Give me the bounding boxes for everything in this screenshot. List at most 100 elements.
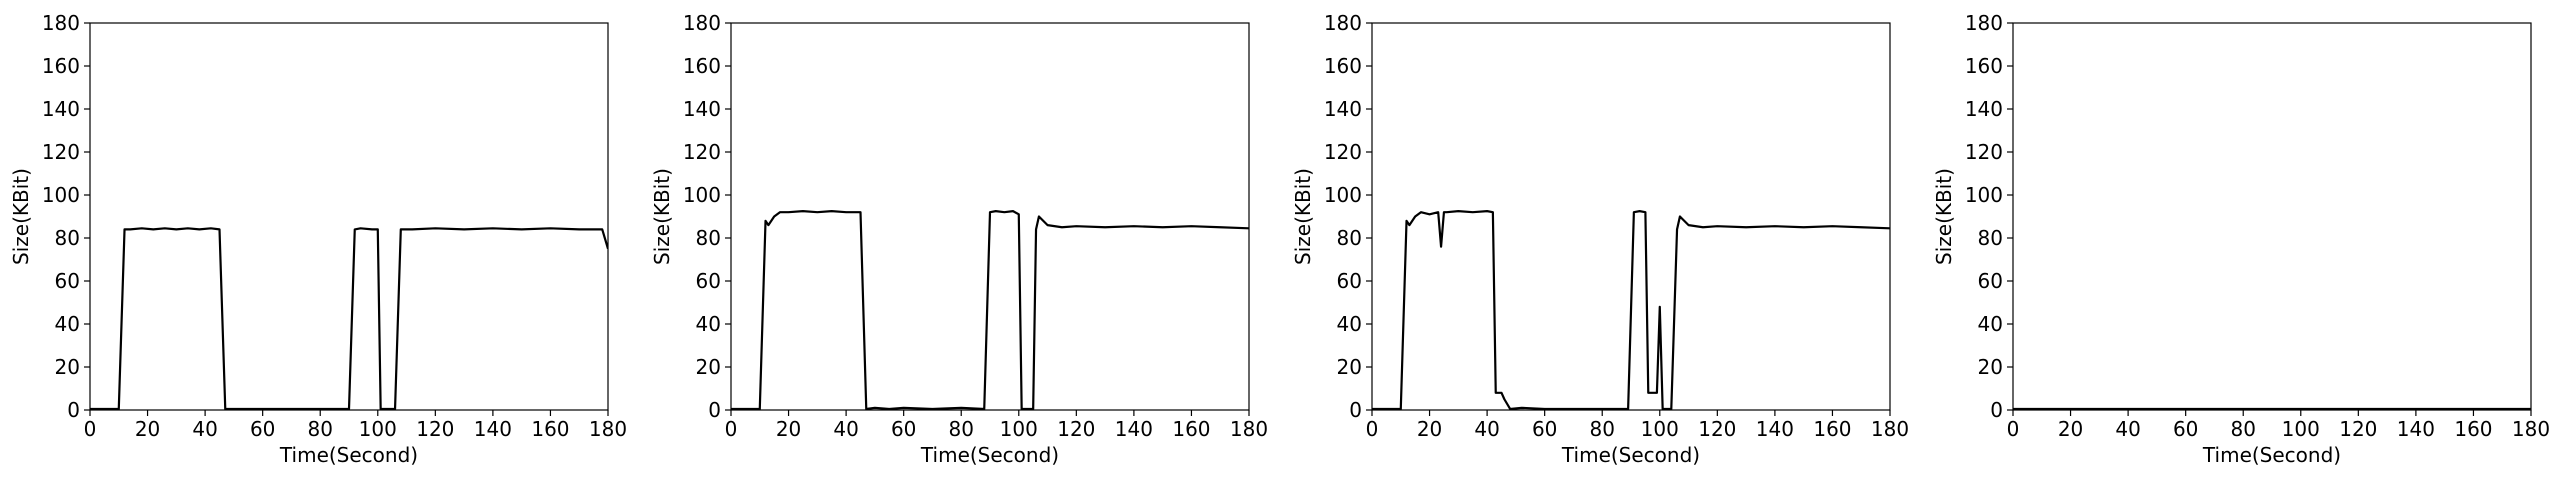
- plot-frame: [730, 22, 1250, 411]
- x-tick-label: 140: [474, 417, 512, 441]
- y-tick-label: 160: [683, 54, 721, 78]
- x-tick-label: 160: [1172, 417, 1210, 441]
- x-tick-label: 100: [359, 417, 397, 441]
- x-tick-label: 0: [84, 417, 97, 441]
- y-tick-label: 180: [42, 11, 80, 35]
- x-tick-label: 60: [2173, 417, 2198, 441]
- y-tick-label: 20: [1337, 355, 1362, 379]
- y-axis-label: Size(KBit): [1291, 168, 1315, 265]
- y-tick-label: 120: [683, 140, 721, 164]
- y-tick-label: 80: [1337, 226, 1362, 250]
- x-tick-label: 180: [1871, 417, 1909, 441]
- x-tick-label: 20: [2058, 417, 2083, 441]
- x-tick-label: 40: [1474, 417, 1499, 441]
- y-tick-label: 80: [55, 226, 80, 250]
- x-tick-label: 140: [1115, 417, 1153, 441]
- x-tick-label: 100: [2282, 417, 2320, 441]
- x-tick-label: 80: [307, 417, 332, 441]
- x-tick-label: 180: [1230, 417, 1268, 441]
- y-tick-label: 160: [1324, 54, 1362, 78]
- x-tick-label: 80: [1589, 417, 1614, 441]
- y-tick-label: 100: [1965, 183, 2003, 207]
- x-tick-label: 120: [1698, 417, 1736, 441]
- y-tick-label: 140: [1324, 97, 1362, 121]
- x-tick-label: 0: [1366, 417, 1379, 441]
- series-line: [731, 210, 1249, 410]
- y-tick-label: 140: [1965, 97, 2003, 121]
- y-axis-label: Size(KBit): [9, 168, 33, 265]
- x-tick-label: 100: [1641, 417, 1679, 441]
- plot-frame: [1371, 22, 1891, 411]
- y-tick-label: 100: [1324, 183, 1362, 207]
- y-tick-label: 180: [683, 11, 721, 35]
- y-tick-label: 180: [1324, 11, 1362, 35]
- x-tick-label: 120: [416, 417, 454, 441]
- y-tick-label: 0: [1349, 398, 1362, 422]
- x-tick-label: 160: [2454, 417, 2492, 441]
- y-tick-label: 120: [1324, 140, 1362, 164]
- x-tick-label: 20: [776, 417, 801, 441]
- x-tick-label: 60: [891, 417, 916, 441]
- y-tick-label: 20: [55, 355, 80, 379]
- y-tick-label: 40: [55, 312, 80, 336]
- x-tick-label: 60: [1532, 417, 1557, 441]
- y-tick-label: 160: [1965, 54, 2003, 78]
- x-tick-label: 80: [948, 417, 973, 441]
- x-tick-label: 180: [589, 417, 627, 441]
- chart-panel-3: 0 20 40 60 80 100 120 140 160 180 0 20 40 60 80 100 120 1…: [1291, 11, 1909, 467]
- x-tick-label: 80: [2230, 417, 2255, 441]
- y-tick-label: 180: [1965, 11, 2003, 35]
- y-tick-label: 80: [1978, 226, 2003, 250]
- y-tick-label: 40: [696, 312, 721, 336]
- x-tick-label: 140: [1756, 417, 1794, 441]
- x-tick-label: 100: [1000, 417, 1038, 441]
- plot-frame: [89, 22, 609, 411]
- y-tick-label: 140: [42, 97, 80, 121]
- y-tick-label: 20: [1978, 355, 2003, 379]
- y-tick-label: 160: [42, 54, 80, 78]
- y-tick-label: 40: [1337, 312, 1362, 336]
- y-tick-label: 0: [1990, 398, 2003, 422]
- y-tick-label: 0: [67, 398, 80, 422]
- x-tick-label: 20: [1417, 417, 1442, 441]
- x-axis-label: Time(Second): [1561, 443, 1700, 467]
- y-tick-label: 60: [55, 269, 80, 293]
- y-tick-label: 120: [42, 140, 80, 164]
- y-tick-label: 140: [683, 97, 721, 121]
- x-tick-label: 160: [531, 417, 569, 441]
- x-tick-label: 0: [2007, 417, 2020, 441]
- y-tick-label: 80: [696, 226, 721, 250]
- series-line: [90, 227, 608, 410]
- chart-panel-1: 0 20 40 60 80 100 120 140 160 180 0 20 40 60 80 100 120 1…: [9, 11, 627, 467]
- x-tick-label: 140: [2397, 417, 2435, 441]
- y-tick-label: 60: [1978, 269, 2003, 293]
- x-tick-label: 120: [1057, 417, 1095, 441]
- x-axis-label: Time(Second): [920, 443, 1059, 467]
- y-axis-label: Size(KBit): [1932, 168, 1956, 265]
- y-tick-label: 60: [1337, 269, 1362, 293]
- x-tick-label: 0: [725, 417, 738, 441]
- x-axis-label: Time(Second): [2202, 443, 2341, 467]
- y-tick-label: 100: [683, 183, 721, 207]
- x-tick-label: 60: [250, 417, 275, 441]
- y-tick-label: 60: [696, 269, 721, 293]
- series-line: [1372, 210, 1890, 410]
- x-tick-label: 40: [833, 417, 858, 441]
- y-tick-label: 100: [42, 183, 80, 207]
- x-tick-label: 20: [135, 417, 160, 441]
- chart-panel-4: 0 20 40 60 80 100 120 140 160 180 0 20 40 60 80 100 120 1…: [1932, 11, 2550, 467]
- x-tick-label: 120: [2339, 417, 2377, 441]
- y-tick-label: 40: [1978, 312, 2003, 336]
- x-tick-label: 160: [1813, 417, 1851, 441]
- y-tick-label: 120: [1965, 140, 2003, 164]
- x-axis-label: Time(Second): [279, 443, 418, 467]
- x-tick-label: 40: [2115, 417, 2140, 441]
- y-axis-label: Size(KBit): [650, 168, 674, 265]
- x-tick-label: 40: [192, 417, 217, 441]
- y-tick-label: 0: [708, 398, 721, 422]
- plot-frame: [2012, 22, 2532, 411]
- chart-panel-2: 0 20 40 60 80 100 120 140 160 180 0 20 40 60 80 100 120 1…: [650, 11, 1268, 467]
- x-tick-label: 180: [2512, 417, 2550, 441]
- y-tick-label: 20: [696, 355, 721, 379]
